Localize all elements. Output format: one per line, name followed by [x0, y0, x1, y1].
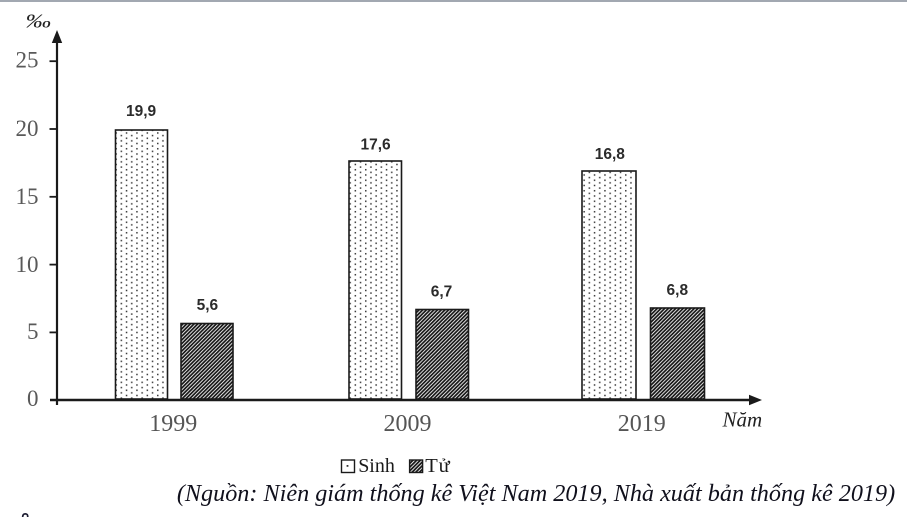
svg-text:0: 0 [27, 386, 39, 411]
svg-text:25: 25 [16, 48, 39, 73]
svg-text:19,9: 19,9 [126, 103, 157, 120]
svg-text:Năm: Năm [722, 407, 763, 431]
svg-text:2019: 2019 [618, 411, 666, 437]
svg-text:1999: 1999 [149, 411, 197, 437]
svg-text:5: 5 [27, 319, 39, 344]
svg-text:2009: 2009 [384, 411, 432, 437]
svg-text:5,6: 5,6 [197, 297, 219, 314]
svg-text:16,8: 16,8 [595, 146, 626, 163]
svg-text:15: 15 [16, 184, 39, 209]
svg-text:(Nguồn: Niên giám thống kê Việ: (Nguồn: Niên giám thống kê Việt Nam 2019… [177, 480, 895, 507]
svg-text:10: 10 [16, 252, 39, 277]
svg-text:6,8: 6,8 [667, 282, 689, 299]
svg-text:Sinh: Sinh [358, 455, 395, 477]
svg-text:20: 20 [16, 116, 39, 141]
svg-text:6,7: 6,7 [431, 283, 453, 300]
svg-text:Tử: Tử [425, 455, 450, 477]
svg-text:‰: ‰ [26, 10, 52, 32]
svg-text:17,6: 17,6 [361, 136, 392, 153]
